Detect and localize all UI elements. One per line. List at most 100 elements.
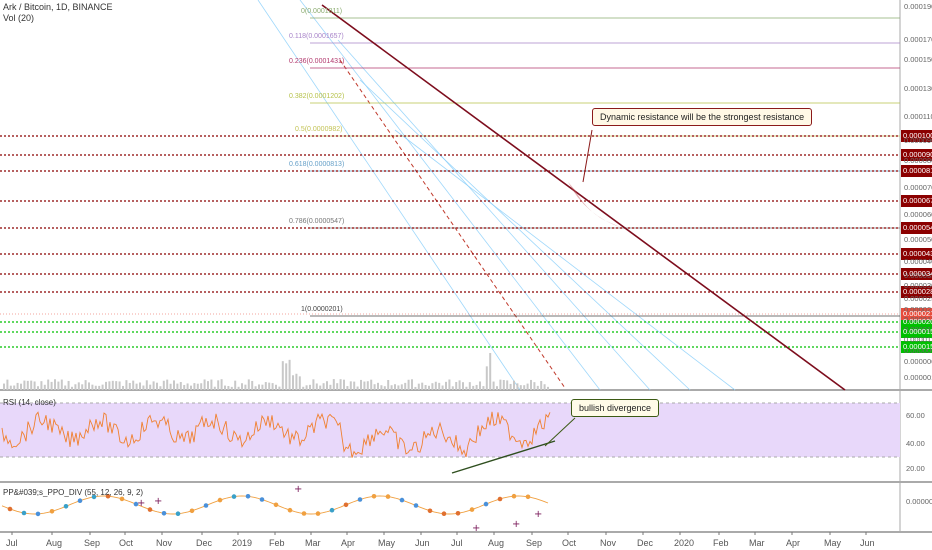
resistance-price-tag bbox=[901, 268, 932, 280]
ppo-dot bbox=[455, 511, 461, 516]
y-tick-label: 0.0000150 bbox=[904, 325, 932, 334]
x-tick-label: Jun bbox=[415, 538, 430, 548]
volume-bar bbox=[322, 383, 325, 390]
x-tick-label: Feb bbox=[269, 538, 285, 548]
ppo-dot bbox=[441, 511, 447, 516]
ppo-dot bbox=[91, 494, 97, 500]
symbol-title[interactable]: Ark / Bitcoin, 1D, BINANCE bbox=[3, 2, 113, 12]
volume-bar bbox=[77, 382, 80, 390]
volume-bar bbox=[298, 376, 301, 390]
rsi-title[interactable]: RSI (14, close) bbox=[3, 398, 56, 407]
volume-bar bbox=[404, 382, 407, 390]
volume-bar bbox=[492, 381, 495, 390]
volume-bar bbox=[468, 382, 471, 390]
y-tick-label: 0.0000700 bbox=[904, 183, 932, 192]
volume-bar bbox=[496, 386, 498, 390]
volume-title[interactable]: Vol (20) bbox=[3, 13, 35, 23]
volume-bar bbox=[190, 385, 192, 390]
x-tick-label: Oct bbox=[562, 538, 577, 548]
divergence-callout[interactable]: bullish divergence bbox=[571, 399, 660, 417]
rsi-tick-label: 20.00 bbox=[906, 464, 925, 473]
volume-bars bbox=[3, 353, 549, 390]
ppo-cross-marker: + bbox=[294, 484, 302, 495]
volume-bar bbox=[295, 373, 298, 390]
fib-level-label: 0.618(0.0000813) bbox=[289, 161, 345, 168]
volume-bar bbox=[217, 380, 220, 390]
volume-bar bbox=[499, 379, 502, 390]
resistance-price-label: 0.0001003 bbox=[903, 131, 932, 140]
ppo-title[interactable]: PP&#039;s_PPO_DIV (55, 12, 26, 9, 2) bbox=[3, 488, 144, 497]
volume-bar bbox=[166, 379, 169, 390]
x-tick-label: Jul bbox=[451, 538, 463, 548]
volume-bar bbox=[346, 386, 349, 390]
fib-level-label: 0(0.0001811) bbox=[301, 8, 343, 15]
ppo-dot bbox=[413, 503, 419, 508]
dynamic-resistance-line bbox=[321, 4, 846, 391]
volume-bar bbox=[462, 382, 464, 390]
volume-bar bbox=[428, 385, 430, 390]
ppo-dot bbox=[119, 496, 125, 502]
volume-bar bbox=[64, 385, 67, 390]
volume-bar bbox=[105, 381, 107, 390]
volume-bar bbox=[394, 384, 396, 390]
divergence-line bbox=[451, 440, 556, 474]
volume-bar bbox=[540, 380, 543, 390]
volume-bar bbox=[115, 381, 118, 390]
x-tick-label: May bbox=[824, 538, 842, 548]
y-tick-label: 0.0000210 bbox=[904, 305, 932, 314]
volume-bar bbox=[88, 382, 90, 390]
y-tick-label: 0.0001300 bbox=[904, 84, 932, 93]
resistance-callout[interactable]: Dynamic resistance will be the strongest… bbox=[592, 108, 813, 126]
volume-bar bbox=[156, 382, 158, 390]
x-tick-label: Jul bbox=[6, 538, 18, 548]
volume-bar bbox=[60, 379, 63, 390]
rsi-tick-label: 40.00 bbox=[906, 439, 925, 448]
volume-bar bbox=[315, 383, 318, 390]
volume-bar bbox=[26, 380, 29, 390]
volume-bar bbox=[465, 386, 468, 390]
volume-bar bbox=[247, 379, 250, 390]
ppo-dot bbox=[343, 502, 349, 508]
fib-channel-line bbox=[257, 0, 521, 391]
x-tick-label: Dec bbox=[196, 538, 213, 548]
volume-bar bbox=[40, 381, 43, 390]
volume-bar bbox=[67, 380, 70, 390]
volume-bar bbox=[363, 381, 366, 390]
volume-bar bbox=[268, 382, 271, 390]
volume-bar bbox=[128, 382, 131, 390]
resistance-price-tag bbox=[901, 195, 932, 207]
x-tick-label: Mar bbox=[749, 538, 765, 548]
y-tick-label: 0.0000300 bbox=[904, 281, 932, 290]
fib-channel-line bbox=[394, 129, 736, 391]
volume-bar bbox=[71, 386, 73, 390]
y-tick-label: 0.0000120 bbox=[904, 335, 932, 344]
volume-bar bbox=[244, 384, 247, 390]
ppo-dot bbox=[371, 494, 377, 499]
volume-bar bbox=[54, 379, 56, 390]
volume-bar bbox=[254, 386, 257, 390]
y-tick-label: 0.0001900 bbox=[904, 2, 932, 11]
volume-bar bbox=[533, 382, 536, 390]
support-price-tag bbox=[901, 341, 932, 353]
volume-bar bbox=[237, 386, 240, 390]
volume-bar bbox=[196, 383, 199, 390]
volume-bar bbox=[451, 386, 454, 390]
y-tick-label: 0.0001500 bbox=[904, 55, 932, 64]
dashed-trend-line bbox=[339, 59, 566, 389]
y-tick-label: 0.0000350 bbox=[904, 271, 932, 280]
x-tick-label: Aug bbox=[488, 538, 505, 548]
volume-bar bbox=[125, 380, 128, 390]
volume-bar bbox=[339, 379, 342, 390]
volume-bar bbox=[57, 381, 60, 390]
volume-bar bbox=[3, 383, 5, 390]
ppo-dot bbox=[203, 503, 209, 508]
ppo-dot bbox=[301, 511, 307, 516]
ppo-dot bbox=[329, 507, 335, 513]
volume-bar bbox=[349, 381, 352, 390]
ppo-dot bbox=[189, 508, 195, 514]
volume-bar bbox=[400, 384, 403, 390]
volume-bar bbox=[445, 381, 447, 390]
support-price-label: 0.0000150 bbox=[903, 327, 932, 336]
